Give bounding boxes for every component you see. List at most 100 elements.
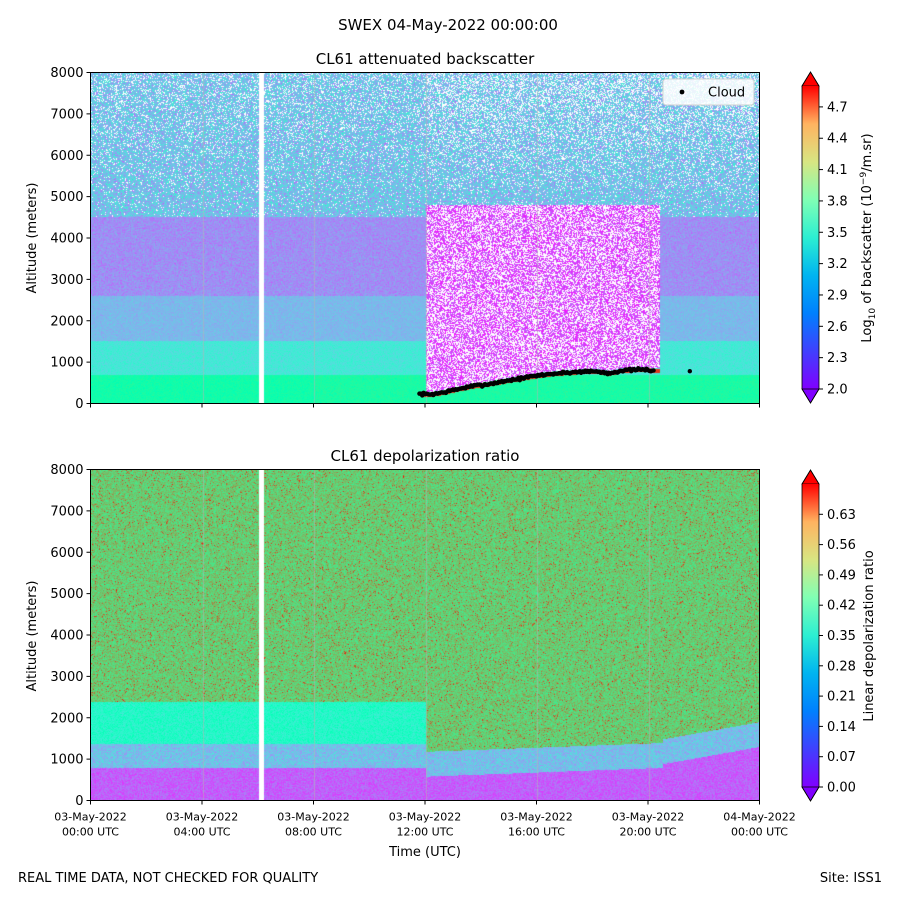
backscatter-heatmap-container	[91, 72, 760, 403]
colorbar-tick-label: 4.7	[827, 100, 848, 115]
depolarization-heatmap	[91, 470, 760, 801]
y-tick-label: 5000	[50, 587, 83, 602]
colorbar-tick-label: 0.35	[827, 629, 856, 644]
x-tick-date: 03-May-2022	[54, 811, 126, 824]
y-tick-label: 3000	[50, 273, 83, 288]
x-tick-time: 16:00 UTC	[508, 826, 565, 839]
x-tick-date: 03-May-2022	[500, 811, 572, 824]
figure-title: SWEX 04-May-2022 00:00:00	[338, 16, 558, 34]
backscatter-title: CL61 attenuated backscatter	[316, 50, 535, 68]
depolarization-colorbar-label: Linear depolarization ratio	[862, 550, 877, 721]
cbar-label-prefix: Log	[860, 319, 875, 342]
y-tick-label: 8000	[50, 463, 83, 478]
colorbar-tick-label: 0.07	[827, 750, 856, 765]
y-tick-label: 3000	[50, 670, 83, 685]
depolarization-colorbar-ticks: 0.00 0.07 0.14 0.21 0.28 0.35 0.42 0.49 0.56 0.63	[819, 508, 856, 796]
y-tick-label: 2000	[50, 314, 83, 329]
backscatter-y-label: Altitude (meters)	[25, 183, 40, 294]
y-tick-label: 8000	[50, 66, 83, 81]
y-tick-label: 1000	[50, 356, 83, 371]
colorbar-tick-label: 0.21	[827, 690, 856, 705]
colorbar-tick-label: 2.9	[827, 288, 848, 303]
x-tick-time: 00:00 UTC	[731, 826, 788, 839]
backscatter-colorbar-ticks: 2.0 2.3 2.6 2.9 3.2 3.5 3.8 4.1 4.4 4.7	[819, 100, 848, 398]
x-tick-time: 08:00 UTC	[285, 826, 342, 839]
legend-box	[662, 78, 755, 106]
x-tick-label: 03-May-2022 12:00 UTC	[389, 811, 461, 839]
depolarization-y-axis: 0 1000 2000 3000 4000 5000 6000 7000 8000	[50, 463, 91, 809]
cloud-point	[687, 369, 693, 374]
colorbar-extend-max	[801, 71, 820, 87]
y-tick-label: 1000	[50, 753, 83, 768]
depolarization-panel: CL61 depolarization ratio 0 1000 2000 3000 4…	[25, 447, 877, 860]
x-tick-time: 12:00 UTC	[396, 826, 453, 839]
x-tick-label: 03-May-2022 04:00 UTC	[166, 811, 238, 839]
backscatter-panel: CL61 attenuated backscatter 0 1000 2000 300…	[25, 50, 878, 412]
x-tick-date: 03-May-2022	[389, 811, 461, 824]
colorbar-tick-label: 4.4	[827, 132, 848, 147]
depolarization-x-axis: 03-May-2022 00:00 UTC 03-May-2022 04:00 UTC…	[54, 800, 796, 839]
backscatter-y-axis: 0 1000 2000 3000 4000 5000 6000 7000 8000	[50, 66, 91, 412]
y-tick-label: 0	[75, 397, 83, 412]
x-tick-time: 20:00 UTC	[619, 826, 676, 839]
depolarization-colorbar: 0.00 0.07 0.14 0.21 0.28 0.35 0.42 0.49 0.56 0.63…	[801, 469, 877, 802]
x-tick-label: 04-May-2022 00:00 UTC	[723, 811, 795, 839]
footer-quality-note: REAL TIME DATA, NOT CHECKED FOR QUALITY	[18, 871, 318, 886]
cbar-label-superscript: −9	[859, 172, 869, 186]
colorbar-extend-min	[801, 388, 820, 404]
y-tick-label: 6000	[50, 149, 83, 164]
x-tick-date: 04-May-2022	[723, 811, 795, 824]
colorbar-extend-max	[801, 469, 820, 485]
x-tick-date: 03-May-2022	[277, 811, 349, 824]
backscatter-x-axis	[90, 403, 760, 408]
colorbar-tick-label: 0.00	[827, 781, 856, 796]
y-tick-label: 5000	[50, 190, 83, 205]
depolarization-colorbar-gradient	[802, 484, 819, 787]
colorbar-tick-label: 2.3	[827, 351, 848, 366]
x-tick-label: 03-May-2022 16:00 UTC	[500, 811, 572, 839]
footer-site: Site: ISS1	[820, 871, 882, 886]
x-tick-label: 03-May-2022 00:00 UTC	[54, 811, 126, 839]
cloud-point	[651, 368, 656, 373]
colorbar-tick-label: 0.49	[827, 568, 856, 583]
depolarization-y-label: Altitude (meters)	[25, 581, 40, 692]
y-tick-label: 4000	[50, 232, 83, 247]
x-tick-time: 00:00 UTC	[62, 826, 119, 839]
x-axis-label: Time (UTC)	[388, 845, 461, 860]
x-tick-time: 04:00 UTC	[173, 826, 230, 839]
y-tick-label: 6000	[50, 546, 83, 561]
backscatter-colorbar-label: Log10 of backscatter (10−9/m.sr)	[859, 133, 878, 342]
legend-cloud-marker	[679, 89, 685, 95]
y-tick-label: 2000	[50, 711, 83, 726]
cbar-label-subscript: 10	[868, 308, 878, 320]
colorbar-tick-label: 0.42	[827, 599, 856, 614]
colorbar-tick-label: 2.0	[827, 383, 848, 398]
legend-cloud-label: Cloud	[708, 86, 745, 101]
y-tick-label: 7000	[50, 107, 83, 122]
cbar-label-middle: of backscatter (10	[860, 185, 875, 308]
colorbar-tick-label: 3.5	[827, 226, 848, 241]
colorbar-tick-label: 3.2	[827, 257, 848, 272]
colorbar-tick-label: 4.1	[827, 163, 848, 178]
backscatter-heatmap	[91, 72, 760, 403]
y-tick-label: 7000	[50, 504, 83, 519]
x-tick-date: 03-May-2022	[166, 811, 238, 824]
depolarization-title: CL61 depolarization ratio	[331, 447, 520, 465]
colorbar-tick-label: 0.14	[827, 720, 856, 735]
y-tick-label: 4000	[50, 629, 83, 644]
colorbar-tick-label: 0.63	[827, 508, 856, 523]
x-tick-label: 03-May-2022 08:00 UTC	[277, 811, 349, 839]
backscatter-colorbar-gradient	[802, 86, 819, 389]
colorbar-tick-label: 0.28	[827, 659, 856, 674]
cloud-base-points	[417, 365, 693, 398]
colorbar-tick-label: 0.56	[827, 538, 856, 553]
backscatter-colorbar: 2.0 2.3 2.6 2.9 3.2 3.5 3.8 4.1 4.4 4.7 Log10 of …	[801, 71, 878, 404]
x-tick-date: 03-May-2022	[612, 811, 684, 824]
depolarization-heatmap-container	[91, 470, 760, 801]
backscatter-legend: Cloud	[662, 78, 755, 106]
colorbar-extend-min	[801, 786, 820, 802]
colorbar-tick-label: 2.6	[827, 320, 848, 335]
colorbar-tick-label: 3.8	[827, 194, 848, 209]
cbar-label-suffix: /m.sr)	[860, 133, 875, 171]
